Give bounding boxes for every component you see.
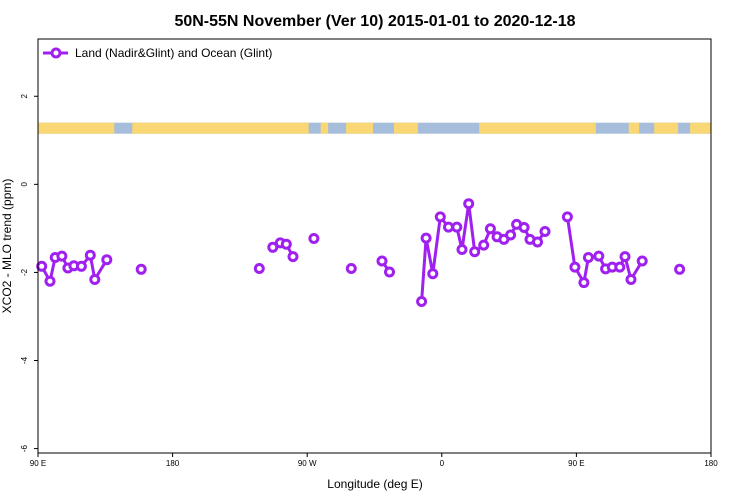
land-segment: [654, 122, 679, 134]
x-tick-label: 90 E: [30, 459, 46, 468]
data-point: [287, 251, 299, 263]
chart-title: 50N-55N November (Ver 10) 2015-01-01 to …: [174, 13, 575, 30]
land-segment: [132, 122, 309, 134]
x-tick-label: 90 E: [568, 459, 584, 468]
data-point: [619, 251, 631, 263]
data-point: [582, 252, 594, 263]
data-point: [420, 232, 432, 244]
data-point: [36, 260, 48, 272]
legend-marker: [50, 47, 62, 59]
data-point: [84, 249, 96, 261]
data-point: [56, 250, 68, 262]
land-segment: [38, 122, 115, 134]
data-point: [463, 198, 475, 210]
x-axis: 90 E 180 90 W 0 90 E 180: [30, 453, 718, 468]
land-ocean-band: [38, 122, 711, 134]
plot-frame: [37, 38, 712, 454]
data-point: [484, 223, 496, 235]
data-point: [44, 275, 56, 287]
ocean-band: [38, 122, 711, 134]
data-point: [280, 238, 292, 250]
data-point: [532, 236, 543, 248]
y-tick-label: -6: [20, 444, 29, 452]
land-segment: [393, 122, 418, 134]
data-point: [578, 277, 590, 289]
data-point: [434, 211, 446, 223]
data-point: [75, 260, 87, 272]
data-point: [593, 250, 605, 262]
data-point: [345, 263, 357, 274]
data-point: [384, 266, 395, 278]
data-point: [614, 261, 626, 273]
data-point: [636, 255, 648, 267]
data-point: [451, 221, 463, 233]
data-point: [89, 274, 101, 285]
data-point: [376, 255, 388, 267]
y-tick-label: -4: [20, 356, 29, 364]
data-point: [561, 211, 573, 223]
land-segment: [690, 122, 711, 134]
y-axis-label: XCO2 - MLO trend (ppm): [0, 179, 14, 314]
y-tick-label: -2: [20, 268, 29, 276]
data-point: [253, 263, 265, 274]
data-point: [308, 233, 320, 244]
land-segment: [320, 122, 329, 134]
legend: Land (Nadir&Glint) and Ocean (Glint): [43, 46, 272, 60]
data-point: [539, 226, 551, 237]
data-point: [518, 222, 530, 233]
x-tick-label: 0: [440, 459, 445, 468]
x-tick-label: 180: [704, 459, 718, 468]
data-point: [674, 263, 686, 275]
data-point: [505, 229, 517, 241]
x-tick-label: 180: [166, 459, 180, 468]
data-point: [478, 239, 490, 251]
land-segment: [346, 122, 374, 134]
data-point: [469, 246, 481, 258]
y-tick-label: 0: [20, 182, 29, 187]
data-point: [456, 244, 468, 255]
y-tick-label: 2: [20, 93, 29, 98]
data-point: [625, 274, 637, 285]
land-segment: [628, 122, 640, 134]
data-point: [427, 268, 439, 280]
data-point: [416, 296, 428, 307]
data-point: [569, 261, 581, 273]
data-point: [101, 254, 113, 266]
series-layer: [36, 198, 686, 307]
legend-label: Land (Nadir&Glint) and Ocean (Glint): [75, 46, 272, 60]
data-point: [135, 263, 147, 275]
land-segment: [479, 122, 596, 134]
data-point: [267, 241, 279, 253]
y-axis: 2 0 -2 -4 -6: [20, 93, 38, 452]
x-tick-label: 90 W: [298, 459, 317, 468]
x-axis-label: Longitude (deg E): [327, 477, 422, 491]
